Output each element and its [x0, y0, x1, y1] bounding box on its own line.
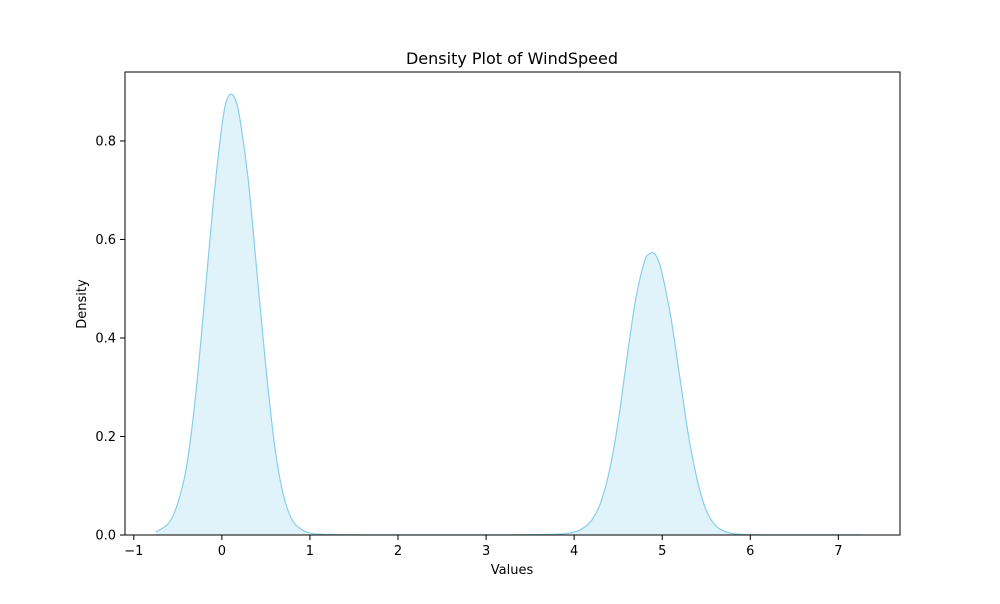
y-tick-label: 0.4 [95, 331, 116, 346]
y-tick-label: 0.0 [95, 529, 116, 544]
x-tick-label: 0 [218, 544, 226, 559]
y-tick-label: 0.8 [95, 134, 116, 149]
plot-frame [124, 71, 901, 536]
x-tick-label: 6 [746, 544, 754, 559]
density-area [155, 94, 861, 535]
x-axis: −1 0 1 2 3 4 5 6 7 [124, 535, 842, 559]
y-tick-label: 0.2 [95, 430, 116, 445]
y-axis-label: Density [75, 279, 90, 329]
x-tick-label: 4 [570, 544, 578, 559]
y-axis: 0.0 0.2 0.4 0.6 0.8 [95, 134, 125, 544]
chart-title: Density Plot of WindSpeed [406, 49, 618, 68]
y-tick-label: 0.6 [95, 233, 116, 248]
x-tick-label: −1 [124, 544, 143, 559]
x-tick-label: 1 [306, 544, 314, 559]
plot-area [124, 71, 901, 536]
x-tick-label: 3 [482, 544, 490, 559]
x-tick-label: 7 [834, 544, 842, 559]
x-axis-label: Values [491, 563, 534, 578]
x-tick-label: 2 [394, 544, 402, 559]
x-tick-label: 5 [658, 544, 666, 559]
